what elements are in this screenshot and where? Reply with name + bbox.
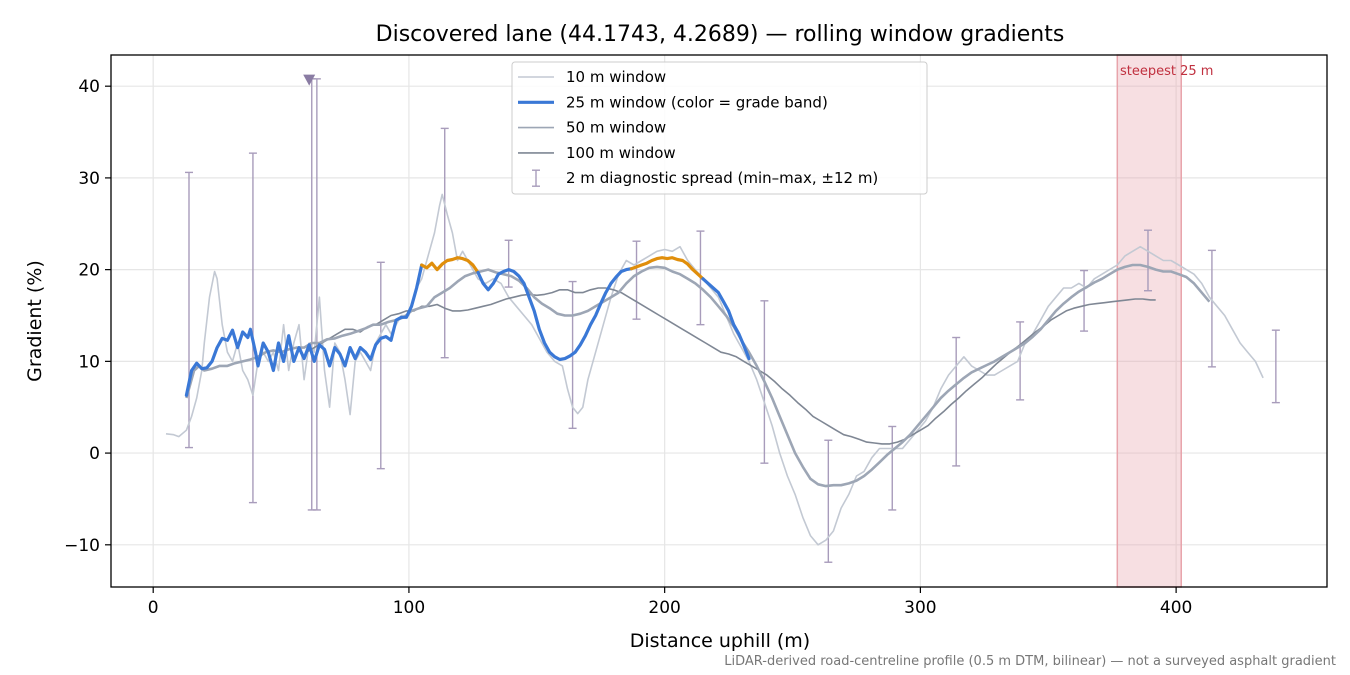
steepest-highlight <box>1116 54 1182 588</box>
x-tick-label: 100 <box>393 598 425 618</box>
diagnostic-errorbar <box>440 127 449 359</box>
series-lines <box>165 193 1264 546</box>
diagnostic-errorbar <box>1207 249 1216 368</box>
diagnostic-errorbar <box>1016 321 1025 401</box>
steepest-25m-band <box>1116 54 1182 588</box>
series-50m-line <box>185 263 1211 488</box>
highlight-label: steepest 25 m <box>1120 64 1213 79</box>
series-25m-segment <box>184 263 424 397</box>
y-tick-label: 20 <box>78 261 100 281</box>
legend-label: 100 m window <box>566 144 676 162</box>
markers <box>303 74 316 86</box>
diagnostic-errorbar <box>376 261 385 470</box>
footnote: LiDAR-derived road-centreline profile (0… <box>724 654 1336 669</box>
diagnostic-errorbar <box>1080 269 1089 332</box>
legend-label: 25 m window (color = grade band) <box>566 93 828 111</box>
diagnostic-errorbar <box>184 171 193 449</box>
x-tick-label: 200 <box>648 598 680 618</box>
chart-title: Discovered lane (44.1743, 4.2689) — roll… <box>376 22 1065 47</box>
legend-label: 50 m window <box>566 119 666 137</box>
series-25m-segment-grade-20-25 <box>420 256 480 274</box>
series-25m-segment <box>476 267 633 362</box>
x-axis-ticks: 0 100 200 300 400 <box>148 587 1192 618</box>
y-tick-label: 30 <box>78 169 100 189</box>
legend-label: 10 m window <box>566 68 666 86</box>
legend-label: 2 m diagnostic spread (min–max, ±12 m) <box>566 169 878 187</box>
series-10m-line <box>165 193 1264 546</box>
diagnostic-errorbar <box>888 425 897 511</box>
diagnostic-errorbar <box>632 240 641 320</box>
series-25m-segment <box>701 277 751 361</box>
x-tick-label: 300 <box>904 598 936 618</box>
diagnostic-errorbar <box>504 239 513 288</box>
series-25m-segment-grade-20-25 <box>629 256 705 281</box>
plot-frame <box>110 54 1328 588</box>
y-tick-label: −10 <box>64 536 100 556</box>
legend: 10 m window 25 m window (color = grade ba… <box>511 61 928 195</box>
y-axis-ticks: −10 0 10 20 30 40 <box>64 77 111 556</box>
y-tick-label: 0 <box>89 444 100 464</box>
y-tick-label: 10 <box>78 352 100 372</box>
diagnostic-errorbar <box>248 152 257 504</box>
y-tick-label: 40 <box>78 77 100 97</box>
diagnostic-errorbar <box>952 336 961 467</box>
x-axis-label: Distance uphill (m) <box>630 630 810 652</box>
triangle-down-marker <box>303 74 316 86</box>
x-tick-label: 0 <box>148 598 159 618</box>
x-tick-label: 400 <box>1160 598 1192 618</box>
diagnostic-errorbar <box>1271 329 1280 404</box>
diagnostic-errorbar <box>1143 229 1152 292</box>
y-axis-label: Gradient (%) <box>24 260 46 382</box>
legend-box <box>511 61 928 195</box>
diagnostic-spread-errorbars <box>184 78 1280 563</box>
diagnostic-errorbar <box>824 439 833 563</box>
diagnostic-errorbar <box>312 78 321 511</box>
